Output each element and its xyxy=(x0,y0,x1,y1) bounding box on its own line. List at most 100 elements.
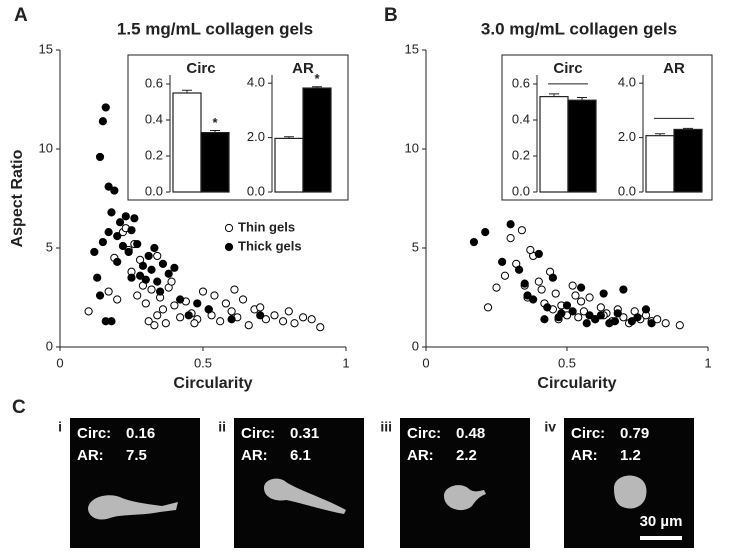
scatter-point xyxy=(278,317,288,326)
y-tick-label: 0.0 xyxy=(145,183,163,198)
bar xyxy=(539,95,569,193)
scatter-point xyxy=(141,299,150,308)
scatter-point xyxy=(107,208,116,217)
scatter-point xyxy=(596,311,605,320)
error-bar xyxy=(284,136,294,139)
ar-value: 6.1 xyxy=(290,447,311,464)
cell-shape xyxy=(614,475,647,509)
y-tick-label: 0.2 xyxy=(145,147,163,162)
bar xyxy=(645,135,675,193)
scatter-point xyxy=(568,307,577,316)
scatter-point xyxy=(520,279,529,288)
scatter-point xyxy=(158,259,168,268)
error-bar xyxy=(655,133,665,136)
scatter-point xyxy=(610,317,620,326)
scatter-point xyxy=(167,277,176,286)
scatter-point xyxy=(164,269,173,278)
scatter-point xyxy=(653,315,662,324)
scatter-point xyxy=(591,315,600,324)
error-bar xyxy=(683,127,693,130)
scatter-point xyxy=(577,283,586,292)
circ-label: Circ: xyxy=(241,425,275,442)
scatter-point xyxy=(599,289,608,298)
bar xyxy=(200,132,230,193)
scatter-point xyxy=(571,291,580,300)
scatter-point xyxy=(284,307,293,316)
y-tick-label: 0.6 xyxy=(512,75,530,90)
scatter-point xyxy=(124,247,133,257)
scatter-point xyxy=(469,237,479,247)
circ-value: 0.48 xyxy=(456,425,485,442)
x-tick-label: 0.5 xyxy=(194,355,212,370)
x-axis-label: Circularity xyxy=(537,375,616,392)
scatter-point xyxy=(562,301,572,310)
bar xyxy=(274,137,304,193)
chart-title: 3.0 mg/mL collagen gels xyxy=(481,19,677,38)
scatter-point xyxy=(256,311,265,320)
circ-value: 0.79 xyxy=(620,425,649,442)
scatter-point xyxy=(104,228,113,237)
scatter-point xyxy=(641,305,651,314)
panel-label: A xyxy=(14,5,28,26)
scatter-point xyxy=(633,313,642,322)
scatter-point xyxy=(104,182,113,191)
scatter-point xyxy=(158,305,168,314)
scatter-point xyxy=(568,281,577,290)
scatter-point xyxy=(498,257,507,266)
scatter-point xyxy=(113,257,122,266)
y-tick-label: 5 xyxy=(46,239,53,254)
cell-shape xyxy=(264,478,346,514)
circ-label: Circ: xyxy=(571,425,605,442)
bar xyxy=(302,87,332,193)
y-tick-label: 15 xyxy=(405,41,419,56)
x-tick-label: 0 xyxy=(422,355,429,370)
inset-frame xyxy=(501,54,713,201)
scatter-point xyxy=(135,271,145,280)
scatter-point xyxy=(256,303,265,312)
y-tick-label: 5 xyxy=(412,239,419,254)
scatter-point xyxy=(98,117,108,126)
scatter-point xyxy=(176,295,185,304)
scatter-point xyxy=(210,291,219,300)
scatter-point xyxy=(170,263,179,272)
scatter-point xyxy=(596,303,605,312)
scatter-point xyxy=(118,241,128,251)
scatter-point xyxy=(557,309,566,318)
scatter-point xyxy=(144,251,153,261)
scatter-point xyxy=(133,239,142,249)
scatter-point xyxy=(483,303,493,312)
significance-mark: * xyxy=(314,71,320,86)
x-axis-label: Circularity xyxy=(173,375,252,392)
scatter-point xyxy=(627,317,636,326)
legend-label: Thin gels xyxy=(238,219,295,234)
scatter-point xyxy=(227,315,236,324)
scatter-point xyxy=(270,311,279,320)
scatter-point xyxy=(90,247,99,257)
inset-title: AR xyxy=(663,60,685,77)
scatter-point xyxy=(534,277,543,286)
scatter-point xyxy=(500,271,510,280)
scatter-point xyxy=(506,220,515,229)
ar-label: AR: xyxy=(241,447,268,464)
scatter-point xyxy=(93,273,102,282)
error-bar xyxy=(577,97,587,101)
y-tick-label: 10 xyxy=(405,140,419,155)
scatter-point xyxy=(534,249,543,259)
scatter-point xyxy=(190,319,199,328)
y-axis-label: Aspect Ratio xyxy=(9,149,26,247)
panel-label: B xyxy=(384,5,398,26)
x-tick-label: 1 xyxy=(342,355,349,370)
y-tick-label: 0 xyxy=(412,338,419,353)
legend-label: Thick gels xyxy=(238,238,302,253)
inset-title: Circ xyxy=(553,60,582,77)
micrograph xyxy=(70,418,200,548)
circ-value: 0.31 xyxy=(290,425,319,442)
scatter-point xyxy=(307,315,316,324)
scatter-point xyxy=(579,307,589,316)
scatter-point xyxy=(198,287,208,296)
scatter-point xyxy=(492,283,501,292)
scatter-point xyxy=(574,313,583,322)
scatter-point xyxy=(115,218,125,227)
scatter-point xyxy=(153,251,162,261)
cell-index: iv xyxy=(544,419,556,435)
